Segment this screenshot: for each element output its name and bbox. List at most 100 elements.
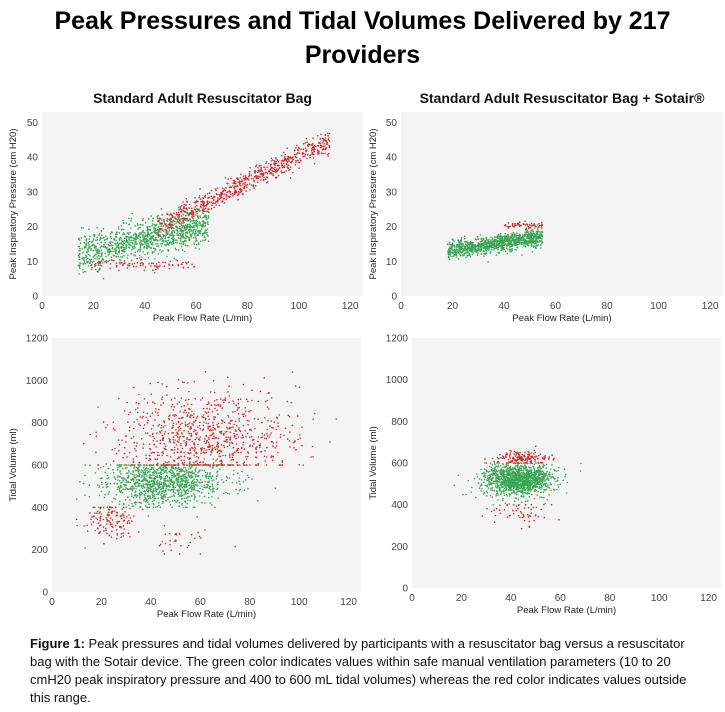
data-point bbox=[121, 261, 123, 264]
data-point bbox=[133, 467, 135, 469]
data-point bbox=[154, 419, 156, 421]
data-point bbox=[317, 135, 319, 137]
data-point bbox=[162, 490, 165, 492]
data-point bbox=[249, 189, 251, 191]
data-point bbox=[245, 458, 248, 460]
data-point bbox=[191, 410, 193, 413]
data-point bbox=[125, 235, 127, 238]
data-point bbox=[174, 223, 176, 225]
data-point bbox=[469, 255, 472, 258]
data-point bbox=[191, 263, 193, 266]
data-point bbox=[203, 458, 205, 460]
data-point bbox=[151, 471, 154, 474]
data-point bbox=[144, 479, 147, 482]
data-point bbox=[311, 153, 314, 156]
data-point bbox=[149, 234, 151, 237]
data-point bbox=[514, 222, 516, 225]
data-point bbox=[204, 216, 207, 218]
data-point bbox=[205, 229, 207, 231]
data-point bbox=[172, 227, 174, 229]
data-point bbox=[122, 246, 124, 248]
data-point bbox=[282, 151, 285, 154]
data-point bbox=[137, 228, 139, 230]
data-point bbox=[321, 137, 324, 140]
data-point bbox=[166, 461, 168, 464]
y-tick-label: 0 bbox=[391, 292, 397, 303]
data-point bbox=[172, 483, 174, 486]
data-point bbox=[152, 485, 154, 488]
data-point bbox=[324, 137, 327, 139]
data-point bbox=[220, 419, 223, 421]
data-point bbox=[104, 245, 106, 248]
data-point bbox=[143, 398, 146, 400]
data-point bbox=[186, 201, 188, 203]
data-point bbox=[174, 220, 176, 223]
data-point bbox=[204, 235, 206, 238]
data-point bbox=[166, 394, 168, 396]
data-point bbox=[466, 241, 469, 243]
data-point bbox=[189, 471, 192, 474]
data-point bbox=[117, 486, 119, 489]
data-point bbox=[139, 247, 142, 249]
data-point bbox=[459, 250, 461, 253]
data-point bbox=[238, 489, 241, 492]
data-point bbox=[299, 158, 301, 160]
data-point bbox=[132, 464, 135, 466]
data-point bbox=[486, 242, 488, 244]
data-point bbox=[98, 494, 101, 497]
data-point bbox=[305, 149, 308, 151]
data-point bbox=[218, 455, 220, 457]
data-point bbox=[178, 470, 181, 473]
data-point bbox=[234, 429, 237, 431]
data-point bbox=[111, 259, 113, 261]
data-point bbox=[145, 241, 147, 243]
data-point bbox=[208, 492, 210, 494]
data-point bbox=[125, 222, 128, 224]
data-point bbox=[183, 411, 185, 414]
data-point bbox=[206, 464, 208, 466]
data-point bbox=[173, 242, 175, 245]
data-point bbox=[168, 415, 170, 418]
data-point bbox=[463, 235, 466, 237]
data-point bbox=[185, 497, 188, 499]
data-point bbox=[158, 423, 161, 426]
data-point bbox=[210, 189, 213, 192]
data-point bbox=[274, 161, 276, 163]
data-point bbox=[241, 179, 243, 181]
data-point bbox=[284, 155, 286, 158]
data-point bbox=[254, 456, 257, 458]
data-point bbox=[513, 233, 515, 235]
data-point bbox=[167, 498, 169, 501]
data-point bbox=[173, 495, 176, 497]
data-point bbox=[197, 438, 200, 440]
y-tick-label: 40 bbox=[386, 153, 398, 164]
data-point bbox=[190, 477, 192, 479]
data-point bbox=[207, 223, 209, 225]
data-point bbox=[160, 464, 163, 466]
data-point bbox=[149, 382, 151, 385]
data-point bbox=[298, 161, 301, 164]
data-point bbox=[202, 451, 205, 453]
data-point bbox=[138, 235, 140, 237]
data-point bbox=[158, 486, 161, 488]
x-tick-label: 0 bbox=[49, 597, 55, 608]
data-point bbox=[505, 247, 508, 249]
data-point bbox=[102, 486, 104, 488]
data-point bbox=[194, 476, 197, 478]
data-point bbox=[191, 212, 193, 214]
data-point bbox=[298, 147, 300, 150]
data-point bbox=[137, 471, 140, 473]
data-point bbox=[228, 493, 231, 495]
data-point bbox=[257, 464, 259, 466]
data-point bbox=[533, 233, 536, 235]
data-point bbox=[524, 233, 526, 235]
data-point bbox=[143, 231, 145, 234]
data-point bbox=[117, 475, 119, 477]
data-point bbox=[518, 221, 521, 224]
data-point bbox=[184, 399, 187, 401]
data-point bbox=[179, 242, 181, 245]
data-point bbox=[164, 461, 167, 463]
data-point bbox=[118, 449, 120, 452]
data-point bbox=[206, 486, 209, 488]
data-point bbox=[243, 187, 245, 189]
